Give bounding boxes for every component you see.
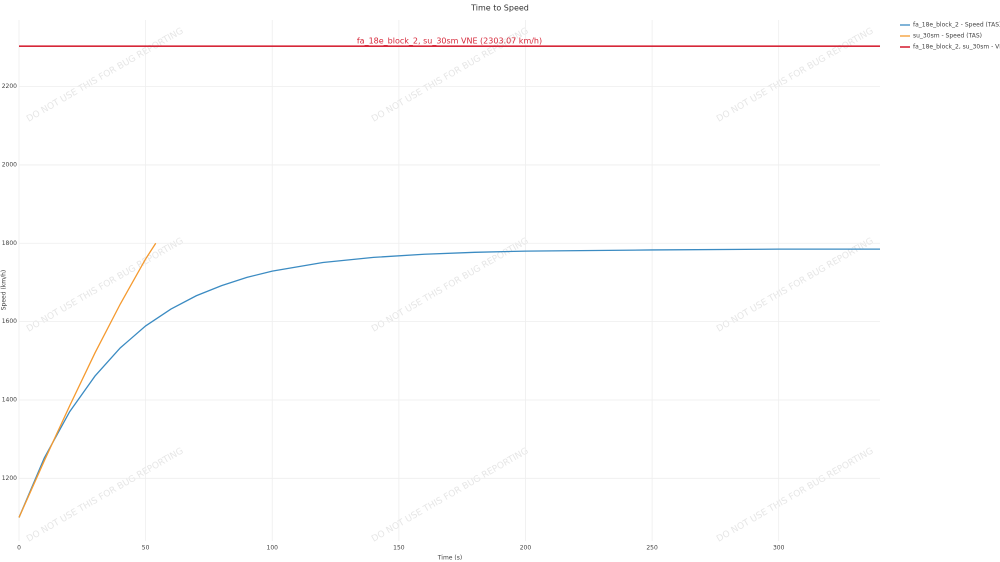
line-series — [18, 242, 157, 518]
x-tick-label: 150 — [393, 545, 405, 552]
y-axis-title: Speed (km/h) — [1, 270, 8, 311]
watermark: DO NOT USE THIS FOR BUG REPORTING — [370, 446, 530, 544]
x-tick-label: 200 — [520, 545, 532, 552]
watermark: DO NOT USE THIS FOR BUG REPORTING — [25, 236, 185, 334]
y-tick-label: 1800 — [2, 240, 17, 247]
x-tick-label: 50 — [142, 545, 150, 552]
watermark: DO NOT USE THIS FOR BUG REPORTING — [715, 236, 875, 334]
x-tick-label: 250 — [646, 545, 658, 552]
legend-label: fa_18e_block_2 - Speed (TAS) — [913, 22, 1000, 29]
y-tick-label: 2000 — [2, 161, 17, 168]
y-tick-label: 1200 — [2, 475, 17, 482]
y-tick-label: 1400 — [2, 396, 17, 403]
line-series — [18, 248, 880, 518]
x-tick-label: 0 — [17, 545, 21, 552]
x-tick-label: 300 — [773, 545, 785, 552]
watermark: DO NOT USE THIS FOR BUG REPORTING — [715, 446, 875, 544]
reference-label: fa_18e_block_2, su_30sm VNE (2303.07 km/… — [357, 37, 542, 46]
legend-label: fa_18e_block_2, su_30sm - VNE — [913, 44, 1000, 51]
watermark: DO NOT USE THIS FOR BUG REPORTING — [715, 26, 875, 124]
watermark: DO NOT USE THIS FOR BUG REPORTING — [25, 26, 185, 124]
legend-label: su_30sm - Speed (TAS) — [913, 33, 982, 40]
y-tick-label: 2200 — [2, 83, 17, 90]
watermark: DO NOT USE THIS FOR BUG REPORTING — [25, 446, 185, 544]
y-tick-label: 1600 — [2, 318, 17, 325]
x-axis-title: Time (s) — [437, 555, 462, 562]
chart-title: Time to Speed — [470, 4, 529, 13]
x-tick-label: 100 — [267, 545, 279, 552]
